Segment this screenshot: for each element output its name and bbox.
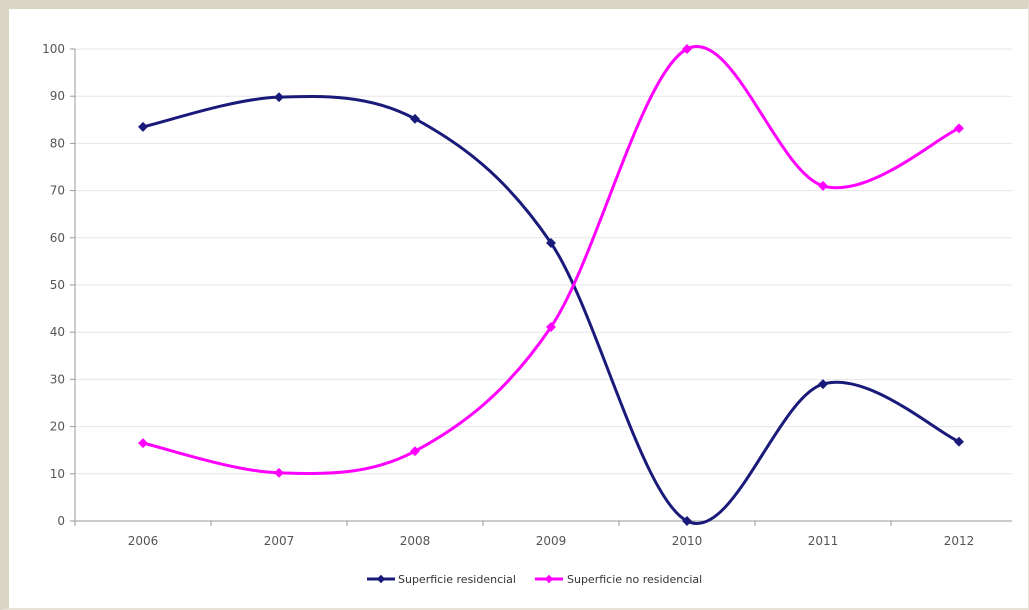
y-tick-label: 90 <box>50 89 65 103</box>
y-tick-label: 50 <box>50 278 65 292</box>
data-point-0-0 <box>138 121 148 132</box>
gridlines <box>75 48 1012 475</box>
legend: Superficie residencial Superficie no resi… <box>367 573 702 586</box>
legend-marker-1 <box>544 574 554 584</box>
data-point-0-1 <box>274 92 284 103</box>
y-tick-label: 10 <box>50 467 65 481</box>
x-tick-label: 2009 <box>536 534 567 548</box>
y-tick-label: 20 <box>50 420 65 434</box>
x-tick-label: 2007 <box>264 534 295 548</box>
legend-label-1: Superficie no residencial <box>567 573 702 586</box>
y-axis-ticks: 0 10 20 30 40 50 60 70 80 90 100 <box>42 42 75 528</box>
legend-marker-0 <box>376 574 386 584</box>
x-axis-ticks: 2006 2007 2008 2009 2010 2011 2012 <box>74 521 975 548</box>
y-tick-label: 30 <box>50 372 65 386</box>
y-tick-label: 80 <box>50 136 65 150</box>
x-tick-label: 2010 <box>672 534 703 548</box>
data-point-1-3 <box>546 322 556 332</box>
data-point-1-6 <box>954 123 964 134</box>
y-tick-label: 100 <box>42 42 65 56</box>
legend-label-0: Superficie residencial <box>398 573 516 586</box>
x-tick-label: 2006 <box>128 534 159 548</box>
data-point-1-0 <box>138 438 148 449</box>
data-point-0-5 <box>818 379 828 390</box>
data-point-1-4 <box>682 44 692 54</box>
y-tick-label: 60 <box>50 231 65 245</box>
x-tick-label: 2011 <box>808 534 839 548</box>
series-line-1 <box>142 45 960 475</box>
data-point-0-6 <box>954 436 964 447</box>
y-tick-label: 70 <box>50 184 65 198</box>
data-point-0-3 <box>546 238 556 248</box>
data-point-0-4 <box>682 516 692 526</box>
x-tick-label: 2008 <box>400 534 431 548</box>
data-point-1-2 <box>410 446 420 457</box>
x-tick-label: 2012 <box>944 534 975 548</box>
series-line-0 <box>142 95 960 525</box>
y-tick-label: 40 <box>50 325 65 339</box>
data-point-1-1 <box>274 467 284 478</box>
y-tick-label: 0 <box>57 514 65 528</box>
data-point-1-5 <box>818 180 828 191</box>
